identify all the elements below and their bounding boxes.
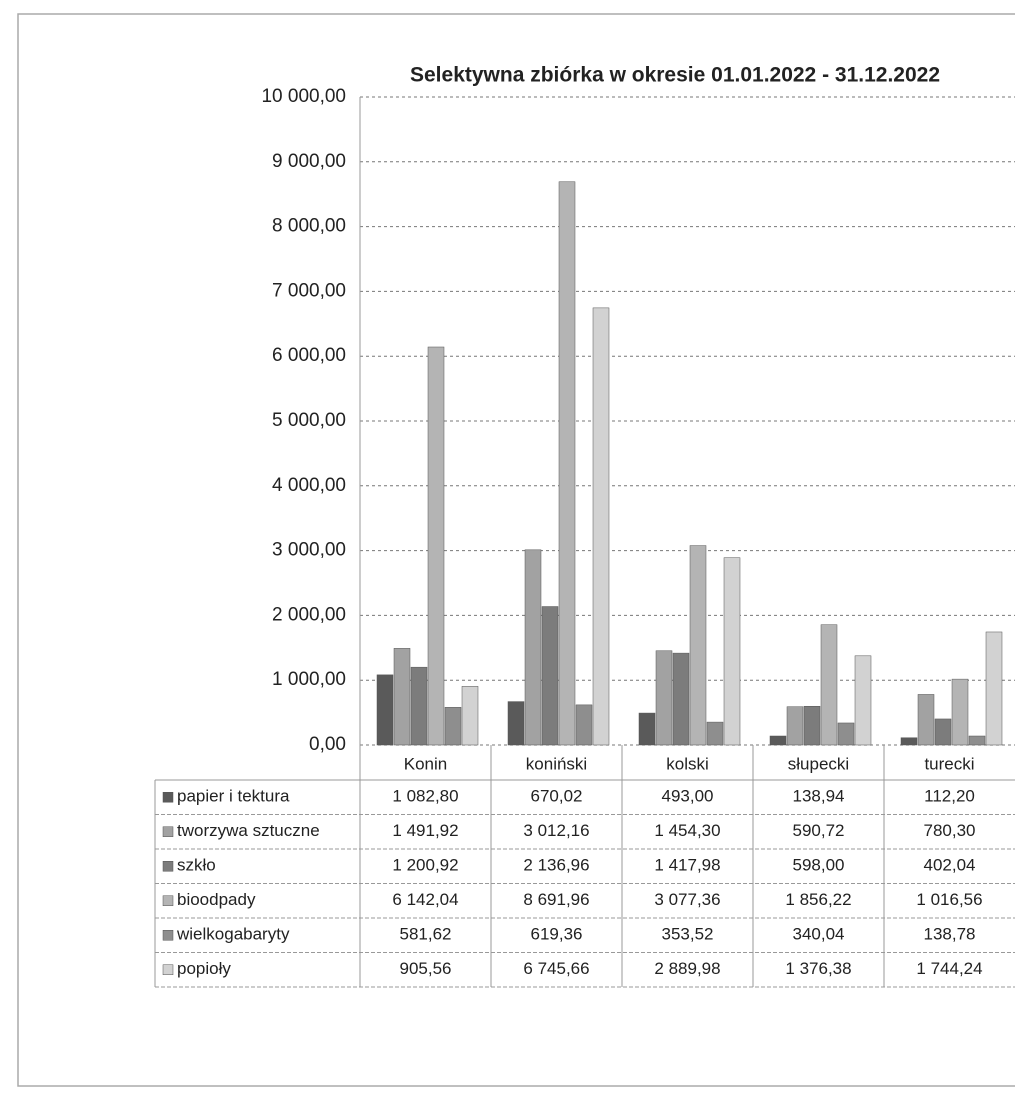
bar xyxy=(985,631,1003,746)
table-value: 3 012,16 xyxy=(523,821,589,840)
bar xyxy=(934,718,952,746)
bar xyxy=(769,735,787,746)
y-tick-label: 5 000,00 xyxy=(272,410,346,431)
table-value: 1 417,98 xyxy=(654,856,720,875)
bar xyxy=(524,549,542,746)
table-value: 905,56 xyxy=(400,959,452,978)
table-value: 340,04 xyxy=(793,925,845,944)
bar xyxy=(427,346,445,746)
bar xyxy=(803,705,821,746)
bar xyxy=(672,652,690,746)
table-value: 353,52 xyxy=(662,925,714,944)
chart-title: Selektywna zbiórka w okresie 01.01.2022 … xyxy=(410,64,940,87)
table-value: 590,72 xyxy=(793,821,845,840)
y-tick-label: 0,00 xyxy=(309,734,346,755)
bar xyxy=(900,737,918,746)
legend-label: bioodpady xyxy=(177,890,256,909)
table-value: 1 376,38 xyxy=(785,959,851,978)
frame xyxy=(17,13,1015,1087)
bar xyxy=(461,686,479,746)
table-value: 6 745,66 xyxy=(523,959,589,978)
table-value: 670,02 xyxy=(531,787,583,806)
legend-key xyxy=(162,861,174,872)
legend-key xyxy=(162,792,174,803)
table-value: 1 744,24 xyxy=(916,959,982,978)
legend-key xyxy=(162,964,174,975)
y-tick-label: 8 000,00 xyxy=(272,216,346,237)
bar xyxy=(638,712,656,746)
bar xyxy=(786,706,804,746)
bar xyxy=(592,307,610,746)
y-tick-label: 6 000,00 xyxy=(272,345,346,366)
table-value: 581,62 xyxy=(400,925,452,944)
y-tick-label: 4 000,00 xyxy=(272,475,346,496)
bar xyxy=(968,735,986,746)
legend-label: tworzywa sztuczne xyxy=(177,821,320,840)
bar xyxy=(655,650,673,746)
table-value: 619,36 xyxy=(531,925,583,944)
table-value: 402,04 xyxy=(924,856,976,875)
bar xyxy=(917,694,935,746)
x-tick-label: Konin xyxy=(404,754,447,773)
bar xyxy=(689,545,707,746)
table-value: 8 691,96 xyxy=(523,890,589,909)
x-tick-label: kolski xyxy=(666,754,709,773)
table-value: 493,00 xyxy=(662,787,714,806)
table-value: 138,78 xyxy=(924,925,976,944)
x-tick-label: turecki xyxy=(924,754,974,773)
legend-label: popioły xyxy=(177,959,231,978)
y-tick-label: 10 000,00 xyxy=(261,86,346,107)
table-value: 780,30 xyxy=(924,821,976,840)
x-tick-label: koniński xyxy=(526,754,587,773)
bar xyxy=(393,648,411,746)
table-value: 6 142,04 xyxy=(392,890,458,909)
table-value: 3 077,36 xyxy=(654,890,720,909)
bar xyxy=(951,678,969,746)
legend-label: wielkogabaryty xyxy=(176,925,290,944)
bar xyxy=(410,666,428,746)
table-value: 1 454,30 xyxy=(654,821,720,840)
bar xyxy=(558,181,576,746)
table-value: 598,00 xyxy=(793,856,845,875)
bar xyxy=(376,674,394,746)
legend-label: szkło xyxy=(177,856,216,875)
table-value: 1 082,80 xyxy=(392,787,458,806)
table-value: 2 889,98 xyxy=(654,959,720,978)
bar xyxy=(723,557,741,746)
y-tick-label: 7 000,00 xyxy=(272,280,346,301)
bar xyxy=(837,722,855,746)
y-tick-label: 9 000,00 xyxy=(272,151,346,172)
bar xyxy=(706,721,724,746)
table-value: 1 491,92 xyxy=(392,821,458,840)
y-tick-label: 2 000,00 xyxy=(272,604,346,625)
legend-label: papier i tektura xyxy=(177,787,290,806)
table-value: 112,20 xyxy=(924,787,975,806)
table-value: 1 016,56 xyxy=(916,890,982,909)
legend-key xyxy=(162,895,174,906)
table-value: 2 136,96 xyxy=(523,856,589,875)
y-tick-label: 1 000,00 xyxy=(272,669,346,690)
table-value: 1 200,92 xyxy=(392,856,458,875)
bar xyxy=(575,704,593,746)
legend-key xyxy=(162,826,174,837)
y-tick-label: 3 000,00 xyxy=(272,540,346,561)
table-value: 138,94 xyxy=(793,787,845,806)
bar xyxy=(820,624,838,746)
bar xyxy=(854,655,872,746)
bar xyxy=(444,707,462,746)
bar xyxy=(507,701,525,746)
bar xyxy=(541,606,559,746)
legend-key xyxy=(162,930,174,941)
table-value: 1 856,22 xyxy=(785,890,851,909)
x-tick-label: słupecki xyxy=(788,754,849,773)
